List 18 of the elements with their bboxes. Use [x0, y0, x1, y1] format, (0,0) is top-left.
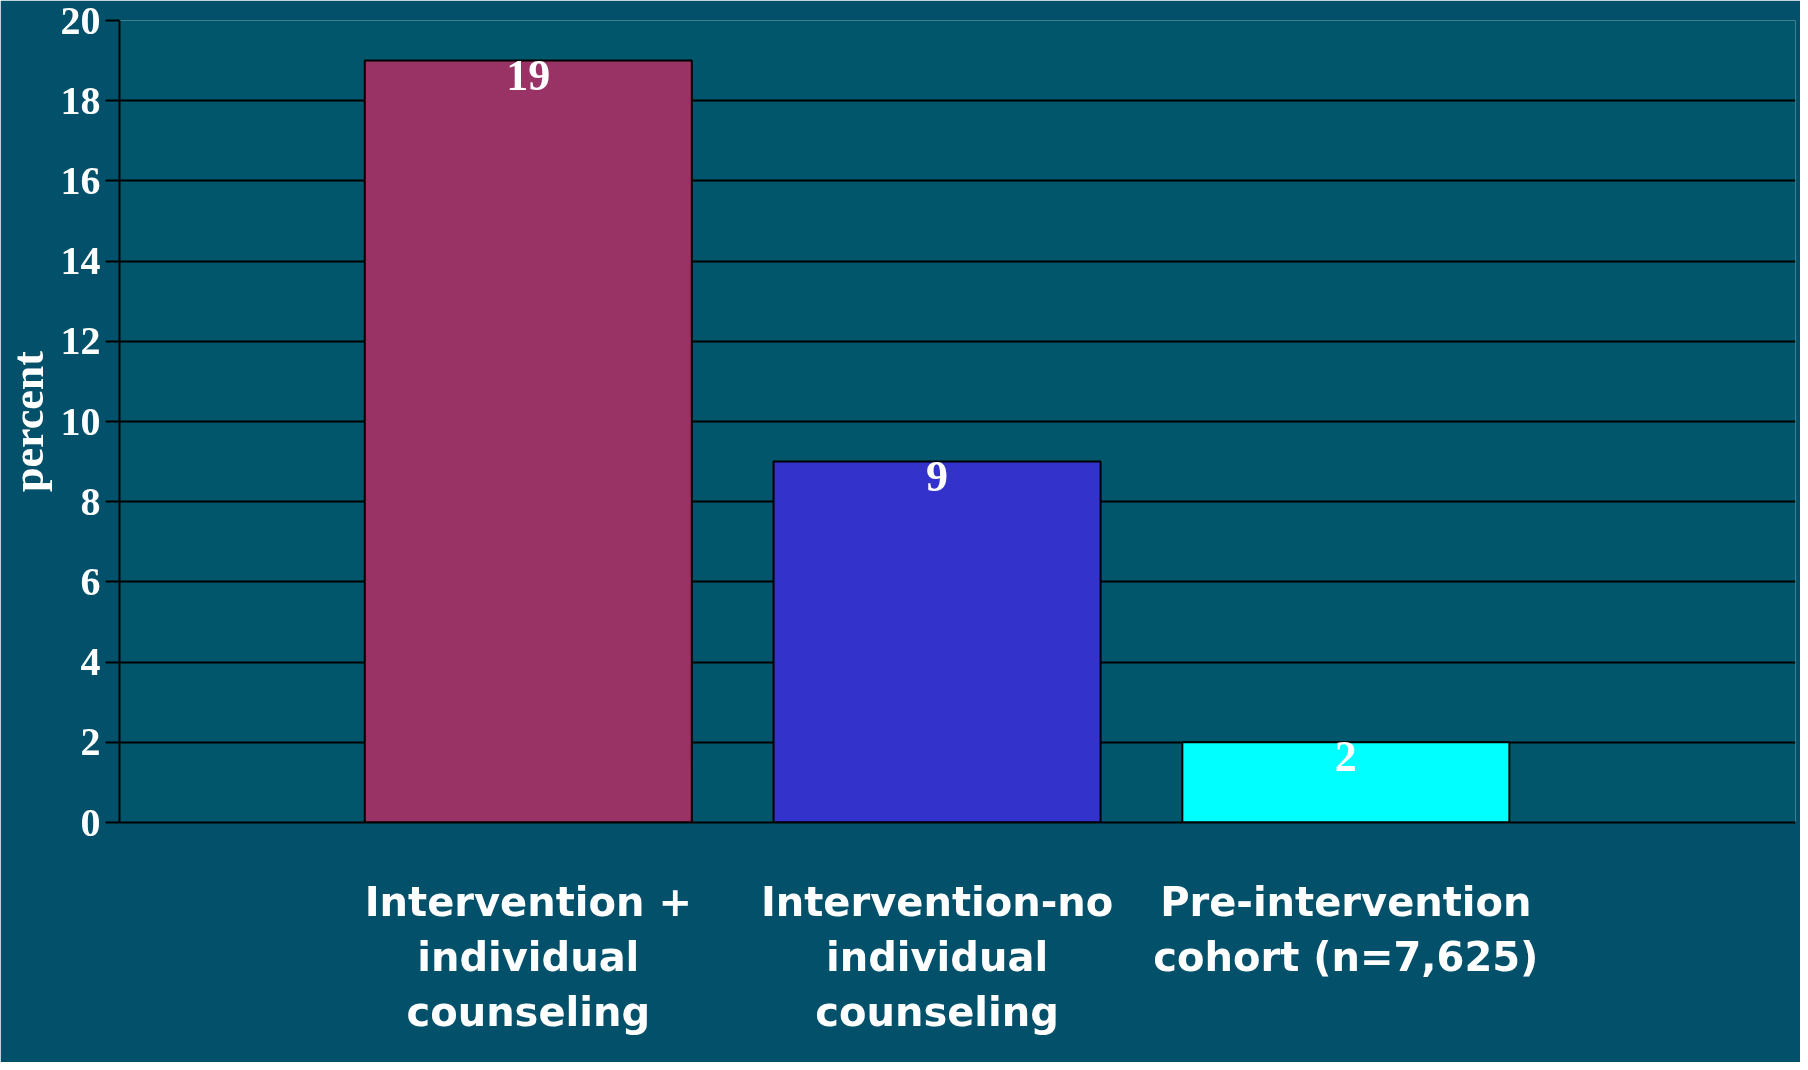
data-label: 19 — [506, 50, 551, 100]
y-tick-label: 14 — [60, 238, 101, 284]
y-tick-label: 10 — [60, 398, 101, 444]
x-tick-label: Intervention + individual counseling — [364, 878, 692, 1035]
data-label: 2 — [1334, 732, 1357, 782]
y-tick-label: 20 — [60, 0, 101, 43]
y-tick-label: 8 — [80, 478, 101, 524]
y-tick-label: 2 — [80, 719, 101, 765]
y-tick-label: 6 — [80, 558, 101, 604]
data-label: 9 — [926, 451, 949, 501]
y-tick-label: 16 — [60, 157, 101, 203]
y-tick-label: 4 — [80, 639, 101, 685]
y-tick-label: 0 — [80, 799, 101, 845]
y-tick-label: 18 — [60, 77, 101, 123]
x-tick-label: Pre-intervention cohort (n=7,625) — [1153, 878, 1539, 980]
y-tick-label: 12 — [60, 318, 101, 364]
y-axis-title: percent — [3, 350, 53, 492]
x-tick-label: Intervention-no individual counseling — [760, 878, 1114, 1035]
